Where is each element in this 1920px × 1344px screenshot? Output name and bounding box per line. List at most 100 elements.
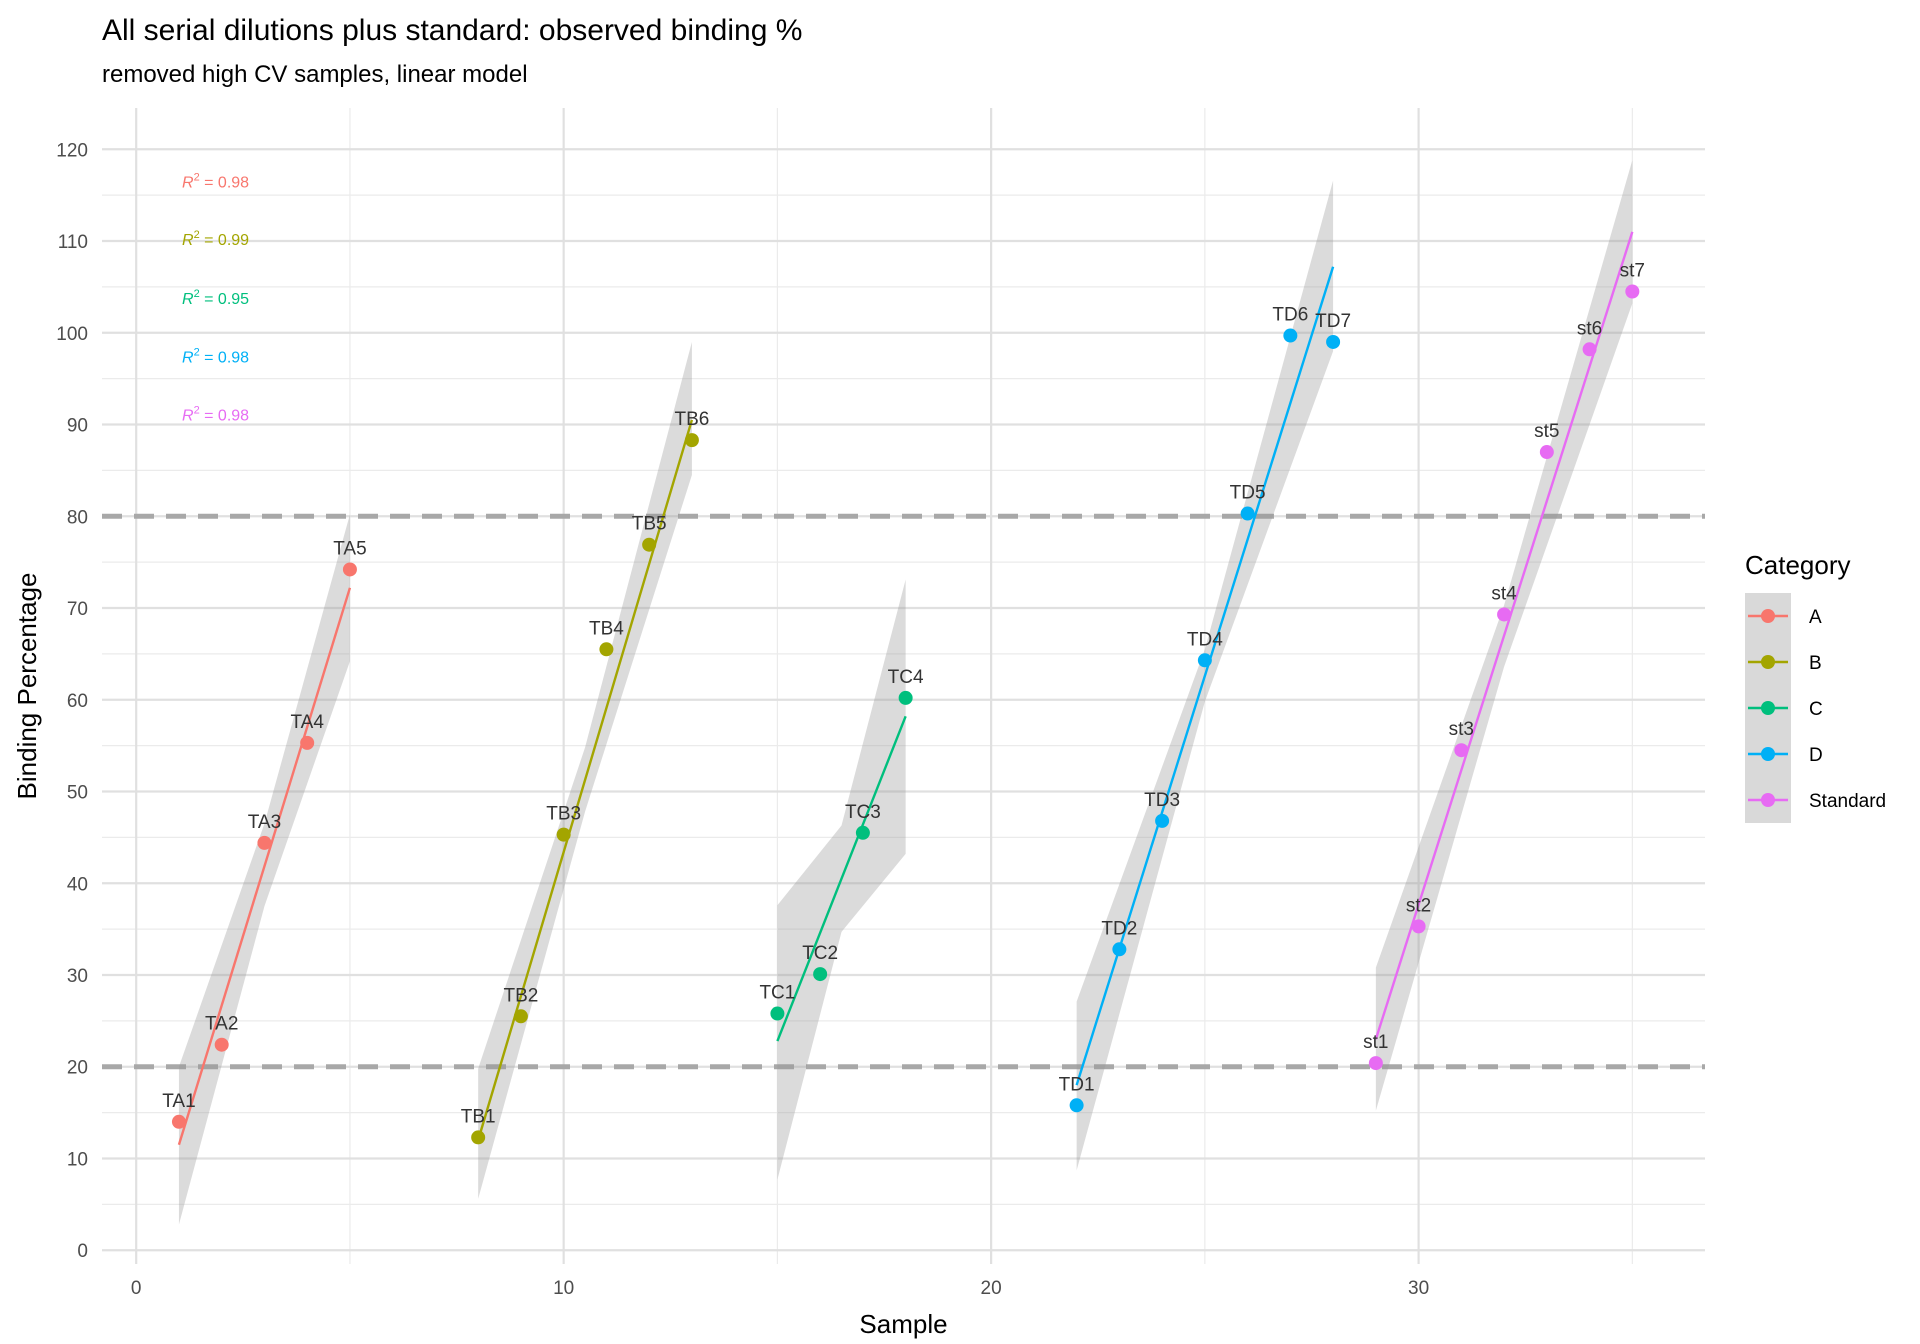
data-point <box>1283 328 1298 343</box>
point-label: TB2 <box>503 985 538 1006</box>
data-point <box>1240 506 1255 521</box>
point-label: TD3 <box>1144 790 1180 811</box>
data-point <box>300 735 315 750</box>
y-tick-label: 120 <box>56 140 88 161</box>
reference-lines <box>102 513 1705 1070</box>
legend-key-point <box>1761 793 1775 807</box>
point-label: TD7 <box>1315 311 1351 332</box>
data-point <box>513 1009 528 1024</box>
confidence-band-b <box>478 341 692 1199</box>
data-point <box>599 642 614 657</box>
point-label: TD5 <box>1230 483 1266 504</box>
data-point <box>1582 342 1597 357</box>
point-label: TD1 <box>1059 1074 1095 1095</box>
data-point <box>1112 942 1127 957</box>
point-label: TD4 <box>1187 629 1223 650</box>
legend-label: D <box>1809 745 1823 766</box>
point-label: TB3 <box>546 804 581 825</box>
data-point <box>1326 334 1341 349</box>
gridlines <box>102 108 1705 1264</box>
point-label: st5 <box>1534 421 1559 442</box>
legend-key-point <box>1761 609 1775 623</box>
y-tick-label: 80 <box>67 507 88 528</box>
point-label: st4 <box>1491 583 1517 604</box>
r2-label: R2 = 0.98 <box>182 171 249 191</box>
point-label: TA2 <box>205 1014 238 1035</box>
legend-label: C <box>1809 699 1823 720</box>
data-point <box>684 433 699 448</box>
data-point <box>1069 1098 1084 1113</box>
data-point <box>813 967 828 982</box>
point-label: TC2 <box>802 943 838 964</box>
point-label: TA1 <box>162 1091 195 1112</box>
data-point <box>471 1130 486 1145</box>
point-label: st6 <box>1577 318 1602 339</box>
data-point <box>1368 1056 1383 1071</box>
y-tick-label: 100 <box>56 324 88 345</box>
x-tick-label: 0 <box>131 1278 142 1299</box>
y-tick-label: 30 <box>67 966 88 987</box>
y-tick-label: 20 <box>67 1058 88 1079</box>
data-point <box>342 562 357 577</box>
point-label: st1 <box>1363 1032 1388 1053</box>
data-point <box>855 825 870 840</box>
point-label: TA4 <box>290 712 324 733</box>
data-point <box>214 1037 229 1052</box>
fit-line-c <box>776 715 907 1042</box>
data-point <box>1454 743 1469 758</box>
x-axis-title: Sample <box>859 1309 947 1339</box>
point-label: TD2 <box>1101 918 1137 939</box>
legend-title: Category <box>1745 550 1851 580</box>
data-point <box>770 1006 785 1021</box>
y-tick-label: 10 <box>67 1149 88 1170</box>
x-tick-label: 30 <box>1408 1278 1429 1299</box>
point-label: TB5 <box>632 514 667 535</box>
r2-annotations: R2 = 0.98 R2 = 0.99 R2 = 0.95 R2 = 0.98 R2 =… <box>182 171 249 424</box>
point-label: TB6 <box>674 409 709 430</box>
data-point <box>1497 607 1512 622</box>
legend-label: A <box>1809 607 1822 628</box>
fit-line-b <box>477 419 694 1141</box>
data-point <box>1411 919 1426 934</box>
y-tick-label: 40 <box>67 874 88 895</box>
point-label: TC1 <box>759 983 795 1004</box>
chart-title: All serial dilutions plus standard: obse… <box>102 14 802 47</box>
point-label: st7 <box>1620 260 1645 281</box>
data-point <box>1625 284 1640 299</box>
point-label: TB4 <box>589 618 624 639</box>
x-tick-label: 10 <box>553 1278 574 1299</box>
point-label: TC3 <box>845 802 881 823</box>
legend-key-point <box>1761 701 1775 715</box>
y-tick-label: 110 <box>58 232 88 253</box>
legend-key-point <box>1761 747 1775 761</box>
data-points <box>171 284 1640 1145</box>
legend: Category A B C D Standard <box>1745 550 1886 823</box>
data-point <box>1197 653 1212 668</box>
r2-label: R2 = 0.98 <box>182 404 249 424</box>
r2-label: R2 = 0.98 <box>182 347 249 367</box>
point-label: st2 <box>1406 895 1431 916</box>
data-point <box>171 1114 186 1129</box>
r2-label: R2 = 0.95 <box>182 288 249 308</box>
data-point <box>556 827 571 842</box>
data-point <box>1155 813 1170 828</box>
legend-key-point <box>1761 655 1775 669</box>
fit-line-a <box>177 587 352 1146</box>
chart-subtitle: removed high CV samples, linear model <box>102 61 528 88</box>
tick-labels: 0 10 20 30 0 10 20 30 40 50 60 70 80 90 100 110 120 <box>56 140 1429 1299</box>
point-labels: TA1 TA2 TA3 TA4 TA5 TB1 TB2 TB3 TB4 TB5 TB6 TC1 TC2 T… <box>162 260 1645 1127</box>
point-label: st3 <box>1449 719 1474 740</box>
legend-label: B <box>1809 653 1822 674</box>
data-point <box>257 835 272 850</box>
r2-label: R2 = 0.99 <box>182 229 249 249</box>
fit-line-standard <box>1374 231 1634 1040</box>
data-point <box>642 537 657 552</box>
y-tick-label: 90 <box>67 416 88 437</box>
x-tick-label: 20 <box>981 1278 1002 1299</box>
legend-label: Standard <box>1809 791 1886 812</box>
data-point <box>898 690 913 705</box>
point-label: TA5 <box>333 538 366 559</box>
point-label: TD6 <box>1272 305 1308 326</box>
data-point <box>1539 445 1554 460</box>
